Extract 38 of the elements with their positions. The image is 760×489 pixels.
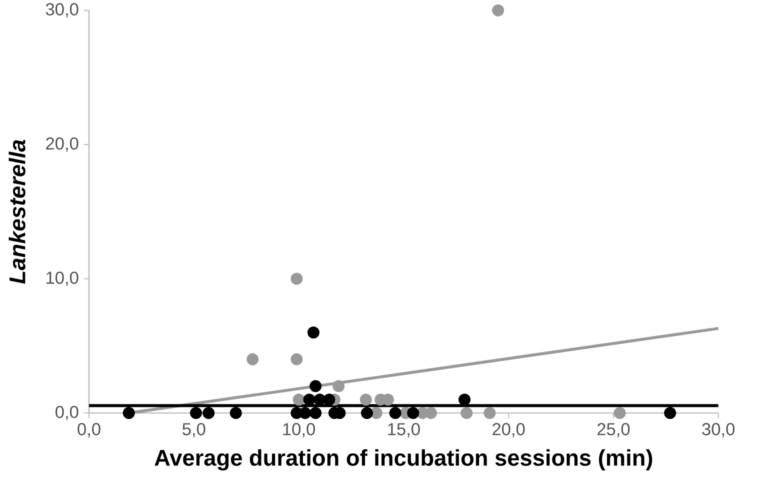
x-tick-label: 0,0: [78, 423, 100, 438]
point: [360, 406, 373, 419]
point: [360, 394, 372, 406]
point: [290, 353, 303, 366]
point: [303, 394, 316, 406]
y-tick-label: 10,0: [46, 272, 78, 286]
point: [122, 406, 135, 419]
point: [310, 380, 322, 392]
y-tick-label: 30,0: [46, 3, 78, 18]
point: [307, 326, 320, 338]
x-tick-label: 5,0: [182, 423, 206, 438]
x-axis-title: Average duration of incubation sessions (min): [154, 449, 652, 470]
x-tick-label: 30,0: [702, 423, 735, 438]
x-tick-label: 25,0: [597, 423, 630, 438]
point: [664, 406, 676, 419]
x-tick-label: 15,0: [388, 423, 420, 438]
y-tick-label: 0,0: [56, 406, 78, 420]
x-tick-label: 10,0: [283, 423, 315, 438]
y-tick-label: 20,0: [46, 137, 78, 152]
point: [323, 394, 336, 406]
point: [290, 272, 303, 285]
point: [190, 406, 202, 419]
point: [332, 380, 345, 392]
point: [614, 406, 626, 419]
point: [299, 406, 312, 419]
y-axis-title: Lankesterella: [8, 140, 26, 284]
point: [407, 406, 420, 419]
point: [460, 406, 473, 419]
point: [230, 406, 242, 419]
point: [458, 394, 471, 406]
x-tick-label: 20,0: [492, 423, 525, 438]
point: [310, 406, 322, 419]
point: [389, 406, 402, 419]
point: [292, 394, 305, 406]
point: [246, 353, 259, 366]
point: [202, 406, 215, 419]
point: [484, 406, 496, 419]
point: [492, 4, 504, 16]
